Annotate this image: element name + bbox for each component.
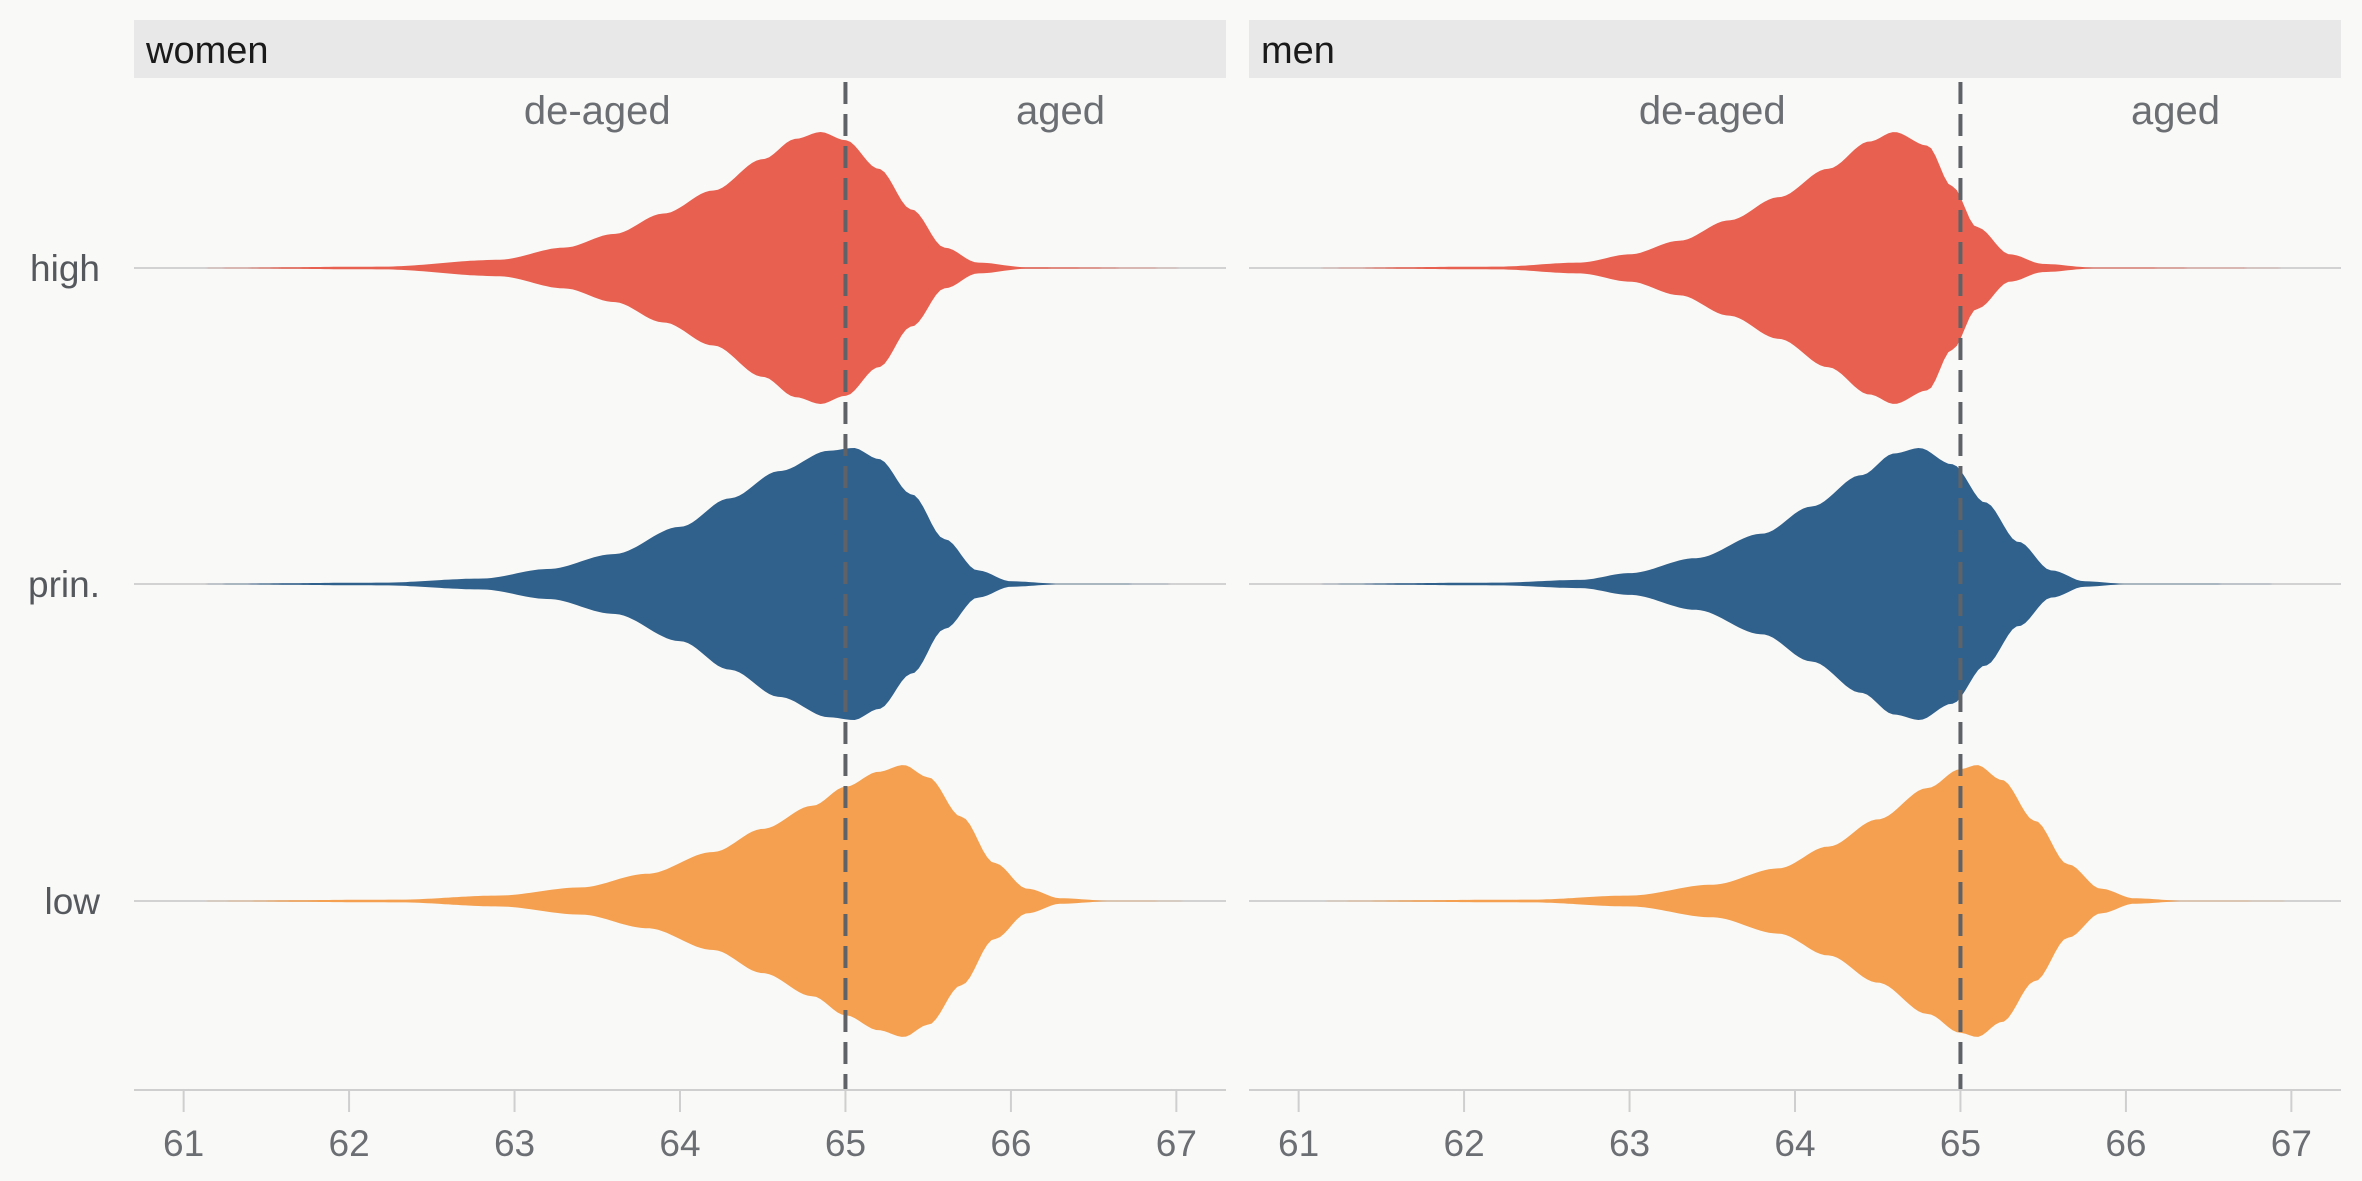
- x-tick-label: 67: [1156, 1123, 1197, 1164]
- panel-title: women: [145, 30, 269, 72]
- x-tick-label: 61: [163, 1123, 204, 1164]
- violin-women-prin: [183, 448, 1210, 720]
- x-tick-label: 63: [1609, 1123, 1650, 1164]
- panel-title: men: [1261, 30, 1335, 72]
- x-tick-label: 64: [1774, 1123, 1815, 1164]
- x-tick-label: 66: [2105, 1123, 2146, 1164]
- violin-women-low: [183, 765, 1210, 1037]
- x-tick-label: 62: [329, 1123, 370, 1164]
- x-tick-label: 67: [2271, 1123, 2312, 1164]
- y-label-low: low: [44, 881, 100, 922]
- x-tick-label: 63: [494, 1123, 535, 1164]
- y-label-high: high: [30, 248, 100, 289]
- y-label-prin: prin.: [28, 564, 100, 605]
- panel-strip-women: [134, 20, 1226, 78]
- region-label-de-aged: de-aged: [1639, 89, 1786, 133]
- panel-strip-men: [1249, 20, 2341, 78]
- x-tick-label: 65: [1940, 1123, 1981, 1164]
- region-label-de-aged: de-aged: [524, 89, 671, 133]
- region-label-aged: aged: [1016, 89, 1105, 133]
- violin-men-low: [1298, 765, 2325, 1037]
- panel-men: men de-aged aged 61 62 63 64 65 66 67: [1249, 20, 2341, 1164]
- x-tick-label: 65: [825, 1123, 866, 1164]
- x-tick-label: 62: [1444, 1123, 1485, 1164]
- x-tick-label: 66: [990, 1123, 1031, 1164]
- violin-men-high: [1298, 132, 2325, 404]
- panel-women: women de-aged aged 61 62 63 64 65 66 67: [134, 20, 1226, 1164]
- violin-men-prin: [1298, 448, 2325, 720]
- region-label-aged: aged: [2131, 89, 2220, 133]
- x-tick-label: 61: [1278, 1123, 1319, 1164]
- x-tick-label: 64: [659, 1123, 700, 1164]
- violin-women-high: [183, 132, 1210, 404]
